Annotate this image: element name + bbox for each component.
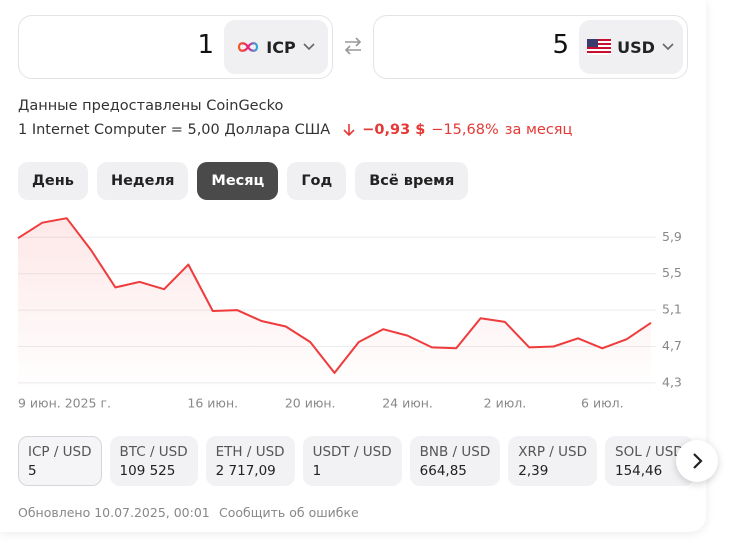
updated: Обновлено 10.07.2025, 00:01 bbox=[18, 505, 210, 520]
x-tick-label: 6 июл. bbox=[581, 396, 624, 411]
ticker-pair: SOL / USD bbox=[615, 443, 684, 460]
chevron bbox=[303, 43, 315, 51]
ticker-pair: ICP / USD bbox=[28, 443, 92, 460]
chevron bbox=[662, 43, 674, 51]
period-tab[interactable]: Всё время bbox=[355, 162, 469, 200]
rate-text: 1 Internet Computer = 5,00 Доллара США bbox=[18, 122, 331, 138]
down-arrow bbox=[343, 124, 355, 137]
ticker-price: 154,46 bbox=[615, 462, 663, 479]
to-currency[interactable]: USD bbox=[579, 20, 683, 74]
area bbox=[18, 218, 651, 392]
ticker-price: 5 bbox=[28, 462, 37, 479]
ticker-price: 664,85 bbox=[419, 462, 467, 479]
us-flag bbox=[587, 39, 612, 55]
y-tick-label: 4,7 bbox=[662, 338, 682, 353]
from-input[interactable]: 1 ICP bbox=[18, 15, 333, 79]
ticker-pair: BTC / USD bbox=[119, 443, 188, 460]
rate-change: −0,93 $ bbox=[362, 122, 426, 138]
ticker-pair: USDT / USD bbox=[312, 443, 392, 460]
ticker-pair: XRP / USD bbox=[518, 443, 587, 460]
rate-percent: −15,68% bbox=[431, 122, 499, 138]
ticker-price: 109 525 bbox=[119, 462, 176, 479]
from-code: ICP bbox=[266, 37, 296, 57]
ticker[interactable]: ETH / USD 2 717,09 bbox=[205, 436, 295, 486]
ticker[interactable]: BTC / USD 109 525 bbox=[109, 436, 198, 486]
y-tick-label: 5,9 bbox=[662, 229, 682, 244]
next-button[interactable] bbox=[676, 440, 718, 482]
x-tick-label: 9 июн. 2025 г. bbox=[18, 396, 111, 411]
ticker-pair: BNB / USD bbox=[419, 443, 491, 460]
ticker[interactable]: BNB / USD 664,85 bbox=[409, 436, 501, 486]
icp-icon bbox=[238, 42, 259, 52]
period-tab[interactable]: Неделя bbox=[96, 162, 189, 200]
ticker[interactable]: SOL / USD 154,46 bbox=[605, 436, 694, 486]
ticker[interactable]: XRP / USD 2,39 bbox=[508, 436, 597, 486]
ticker-pair: ETH / USD bbox=[215, 443, 285, 460]
card: 1 ICP 5 USD Данные предоставлены CoinGec… bbox=[17, 15, 694, 520]
x-tick-label: 16 июн. bbox=[187, 396, 238, 411]
from-amount: 1 bbox=[197, 30, 214, 60]
ticker[interactable]: ICP / USD 5 bbox=[18, 436, 102, 486]
from-currency[interactable]: ICP bbox=[224, 20, 328, 74]
ticker[interactable]: USDT / USD 1 bbox=[302, 436, 402, 486]
to-input[interactable]: 5 USD bbox=[373, 15, 688, 79]
report-link[interactable]: Сообщить об ошибке bbox=[219, 505, 359, 520]
source: Данные предоставлены CoinGecko bbox=[18, 98, 284, 114]
x-tick-label: 20 июн. bbox=[285, 396, 336, 411]
rate-period: за месяц bbox=[504, 122, 573, 138]
x-tick-label: 24 июн. bbox=[382, 396, 433, 411]
ticker-price: 2,39 bbox=[518, 462, 549, 479]
line bbox=[17, 217, 652, 374]
ticker-price: 1 bbox=[312, 462, 322, 479]
to-amount: 5 bbox=[552, 30, 569, 60]
chart: 5,9 5,5 5,1 4,7 4,3 9 июн. 2025 г. 16 июн. 20 и… bbox=[17, 217, 682, 411]
x-tick-label: 2 июл. bbox=[484, 396, 527, 411]
period-tab[interactable]: День bbox=[18, 162, 88, 200]
next-icon bbox=[693, 453, 703, 469]
to-code: USD bbox=[617, 37, 655, 57]
swap-icon[interactable] bbox=[342, 36, 364, 56]
ticker-price: 2 717,09 bbox=[215, 462, 276, 479]
rate-line: 1 Internet Computer = 5,00 Доллара США −… bbox=[18, 122, 572, 138]
y-tick-label: 5,5 bbox=[662, 265, 682, 280]
period-tab[interactable]: Год bbox=[287, 162, 347, 200]
y-tick-label: 5,1 bbox=[662, 302, 682, 317]
period-tabs: День Неделя Месяц Год Всё время bbox=[18, 162, 469, 200]
ticker-list: ICP / USD 5 BTC / USD 109 525 ETH / USD 2 717… bbox=[18, 436, 694, 486]
period-tab[interactable]: Месяц bbox=[197, 162, 279, 200]
y-tick-label: 4,3 bbox=[662, 374, 682, 389]
